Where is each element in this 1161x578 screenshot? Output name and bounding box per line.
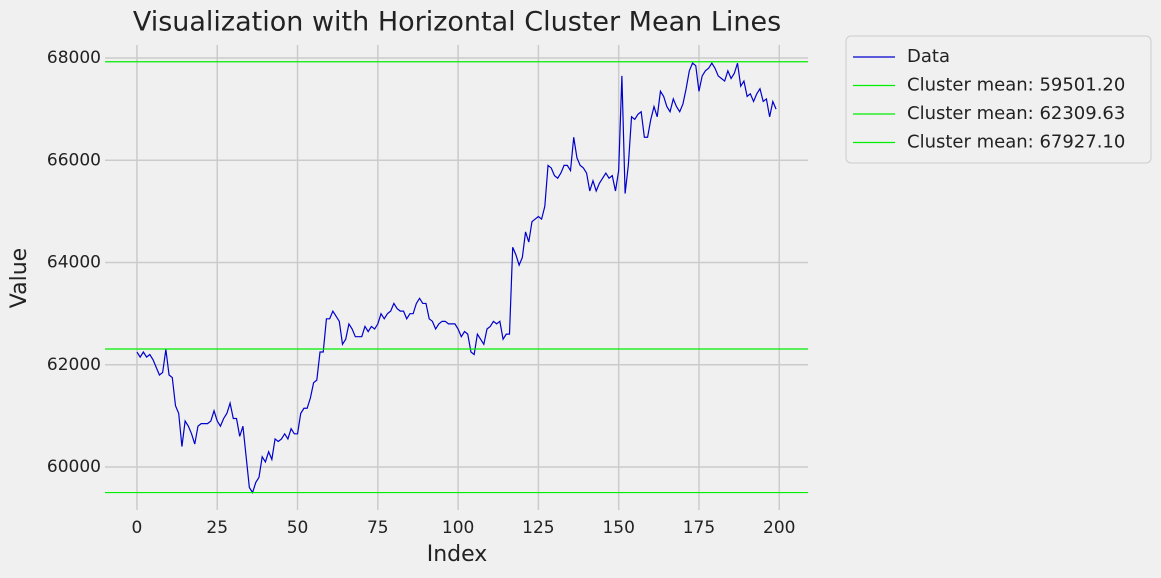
y-tick-label: 60000: [47, 457, 101, 477]
x-tick-label: 0: [132, 518, 143, 538]
x-tick-label: 200: [763, 518, 795, 538]
legend-label: Data: [907, 46, 950, 67]
legend-label: Cluster mean: 67927.10: [907, 132, 1125, 153]
y-tick-label: 62000: [47, 355, 101, 375]
y-tick-label: 64000: [47, 253, 101, 273]
legend-label: Cluster mean: 62309.63: [907, 103, 1125, 124]
x-tick-label: 150: [602, 518, 634, 538]
legend-label: Cluster mean: 59501.20: [907, 75, 1125, 96]
x-tick-label: 175: [683, 518, 715, 538]
x-tick-label: 100: [442, 518, 474, 538]
x-tick-label: 75: [367, 518, 389, 538]
y-tick-label: 66000: [47, 150, 101, 170]
chart-title: Visualization with Horizontal Cluster Me…: [133, 7, 781, 38]
x-tick-label: 50: [287, 518, 309, 538]
legend-box: [845, 35, 1152, 164]
data-line: [136, 62, 777, 495]
y-axis-label: Value: [7, 248, 32, 308]
x-tick-label: 25: [206, 518, 228, 538]
y-tick-label: 68000: [47, 48, 101, 68]
x-tick-label: 125: [522, 518, 554, 538]
x-axis-label: Index: [427, 542, 488, 567]
